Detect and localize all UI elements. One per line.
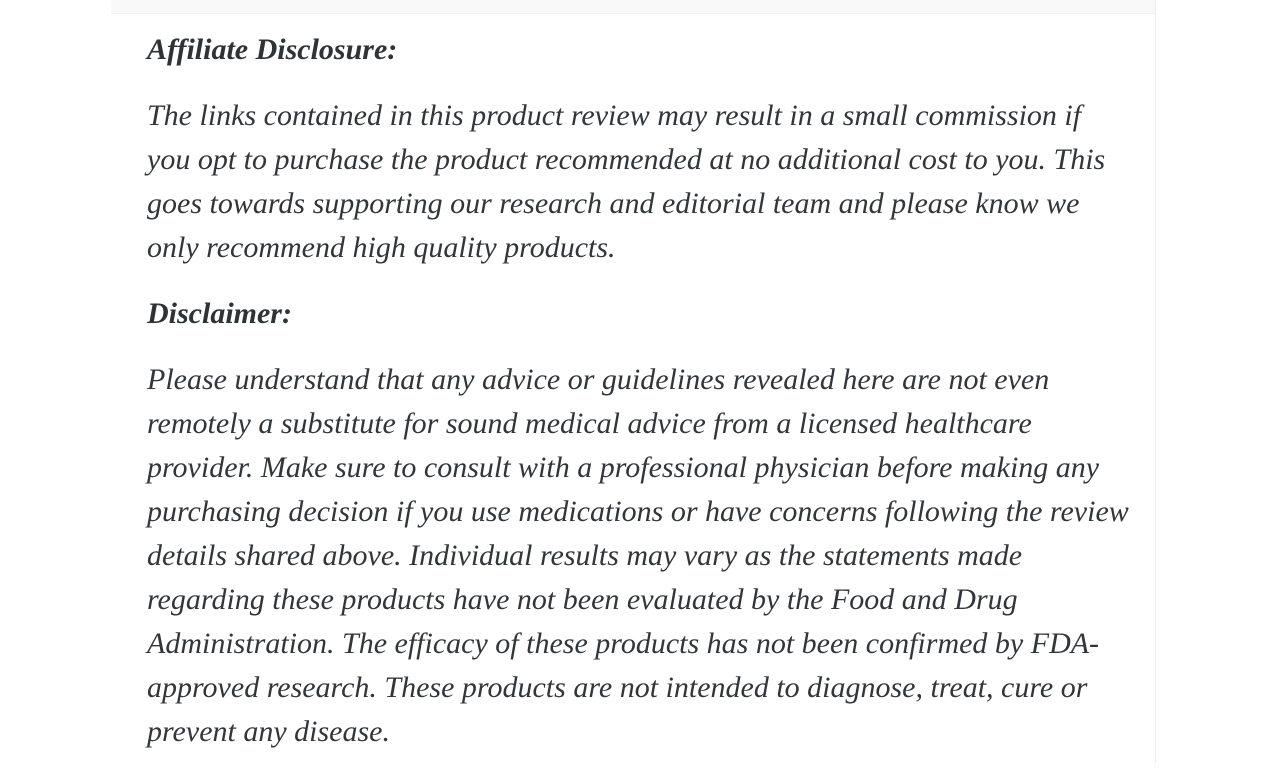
disclaimer-heading: Disclaimer: <box>147 297 292 330</box>
disclaimer-paragraph: Please understand that any advice or gui… <box>147 363 1129 748</box>
article-content: Affiliate Disclosure: The links containe… <box>147 13 1142 776</box>
page-top-gap <box>111 0 1155 14</box>
affiliate-disclosure-paragraph: The links contained in this product revi… <box>147 99 1106 264</box>
content-right-divider <box>1155 0 1156 763</box>
affiliate-disclosure-heading: Affiliate Disclosure: <box>147 33 398 66</box>
